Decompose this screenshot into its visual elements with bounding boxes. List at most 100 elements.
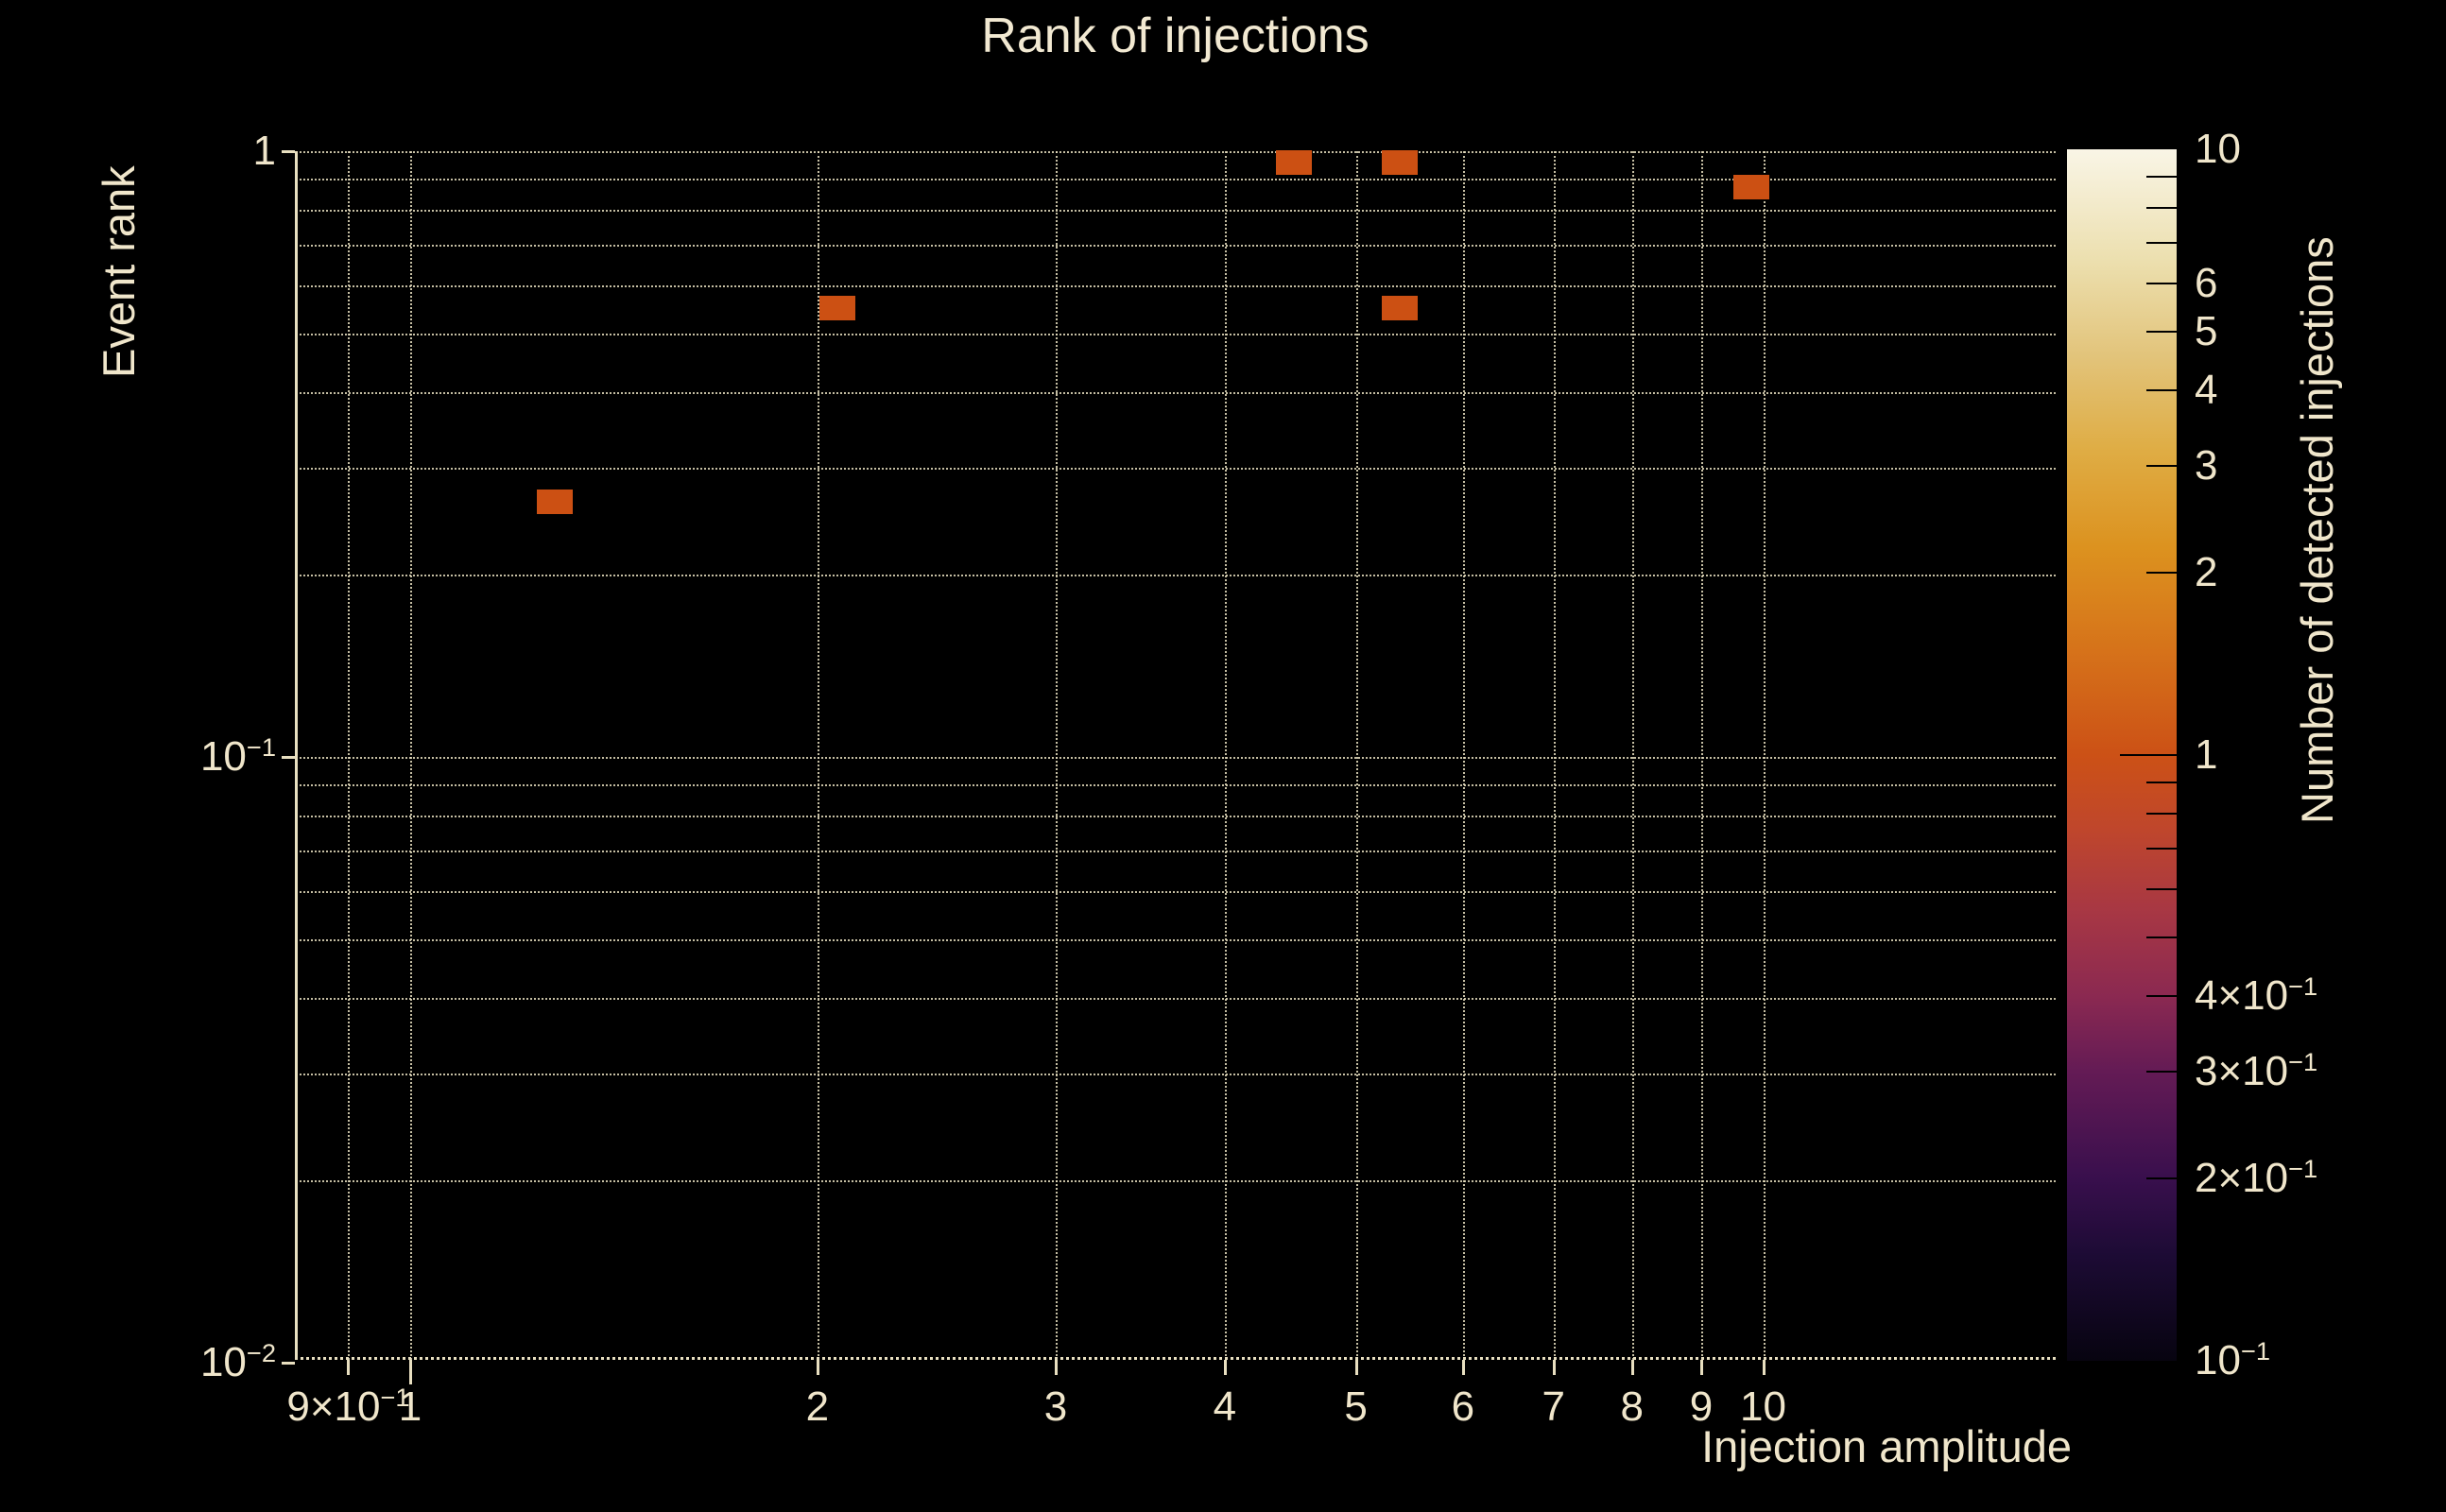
x-gridline xyxy=(1355,151,1358,1360)
x-tick-label: 9×10−1 xyxy=(286,1383,409,1431)
plot-area xyxy=(295,151,2056,1360)
x-tick-mark xyxy=(409,1360,412,1384)
x-tick-mark xyxy=(1552,1360,1556,1375)
bin-rect xyxy=(1276,150,1313,176)
tick-label-text: 10 xyxy=(2195,1337,2241,1383)
y-gridline xyxy=(295,938,2056,941)
tick-label-text: 9×10 xyxy=(286,1383,381,1430)
x-tick-label: 2 xyxy=(806,1383,829,1431)
x-tick-mark xyxy=(1354,1360,1358,1375)
y-gridline xyxy=(295,757,2056,759)
x-tick-label: 3 xyxy=(1044,1383,1067,1431)
bin-rect xyxy=(537,489,574,514)
x-tick-mark xyxy=(1762,1360,1766,1375)
y-tick-label: 10−1 xyxy=(200,732,276,781)
y-gridline xyxy=(295,816,2056,818)
x-tick-label: 7 xyxy=(1542,1383,1565,1431)
y-gridline xyxy=(295,1074,2056,1076)
x-gridline xyxy=(1224,151,1227,1360)
x-tick-mark xyxy=(1054,1360,1058,1375)
x-gridline xyxy=(410,151,412,1360)
tick-label-text: 10 xyxy=(1740,1383,1786,1430)
tick-label-text: 3 xyxy=(2195,442,2218,490)
bin-rect xyxy=(1732,174,1769,199)
colorbar-minor-tick xyxy=(2146,176,2177,179)
x-gridline xyxy=(1631,151,1634,1360)
y-gridline xyxy=(295,891,2056,894)
colorbar-minor-tick xyxy=(2146,782,2177,784)
y-tick-label: 1 xyxy=(253,128,276,175)
colorbar-tick-label: 1 xyxy=(2195,731,2217,779)
y-gridline xyxy=(295,392,2056,395)
colorbar-minor-tick xyxy=(2146,888,2177,891)
tick-label-text: 2 xyxy=(2195,549,2218,596)
tick-label-exponent: −2 xyxy=(246,1338,276,1367)
colorbar-minor-tick xyxy=(2146,242,2177,245)
tick-label-exponent: −1 xyxy=(2288,1154,2318,1184)
x-tick-label: 4 xyxy=(1214,1383,1236,1431)
colorbar-minor-tick xyxy=(2146,1071,2177,1074)
y-gridline xyxy=(295,998,2056,1001)
tick-label-text: 8 xyxy=(1620,1383,1645,1430)
x-gridline xyxy=(1055,151,1058,1360)
x-axis-label: Injection amplitude xyxy=(1701,1421,2072,1471)
colorbar-minor-tick xyxy=(2146,465,2177,468)
tick-label-text: 10 xyxy=(199,1339,247,1385)
colorbar-tick-label: 10 xyxy=(2195,126,2241,173)
colorbar-minor-tick xyxy=(2146,283,2177,285)
tick-label-text: 4×10 xyxy=(2195,972,2289,1020)
tick-label-text: 1 xyxy=(2195,731,2218,778)
x-tick-mark xyxy=(1699,1360,1703,1375)
colorbar-minor-tick xyxy=(2146,848,2177,850)
y-tick-label: 10−2 xyxy=(199,1338,276,1386)
tick-label-text: 2×10 xyxy=(2195,1155,2289,1202)
x-tick-label: 1 xyxy=(399,1383,422,1431)
tick-label-text: 1 xyxy=(398,1383,422,1430)
y-gridline xyxy=(295,1180,2056,1183)
y-gridline xyxy=(295,333,2056,335)
tick-label-text: 10 xyxy=(2195,126,2241,172)
y-gridline xyxy=(295,245,2056,248)
tick-label-text: 3×10 xyxy=(2195,1048,2289,1095)
colorbar-tick-label: 5 xyxy=(2195,308,2217,355)
y-gridline xyxy=(295,285,2056,288)
tick-label-text: 5 xyxy=(2195,307,2218,354)
x-gridline xyxy=(1553,151,1556,1360)
colorbar-tick-label: 4×10−1 xyxy=(2195,971,2317,1020)
x-gridline xyxy=(1700,151,1703,1360)
tick-label-text: 6 xyxy=(2195,260,2218,307)
x-tick-label: 6 xyxy=(1452,1383,1474,1431)
y-tick-mark xyxy=(282,756,295,759)
colorbar-minor-tick xyxy=(2146,936,2177,938)
y-axis-label: Event rank xyxy=(94,165,144,378)
y-gridline xyxy=(295,151,2056,153)
colorbar-label: Number of detected injections xyxy=(2292,236,2342,824)
y-gridline xyxy=(295,179,2056,181)
colorbar-tick-label: 2×10−1 xyxy=(2195,1154,2318,1202)
colorbar-minor-tick xyxy=(2146,813,2177,816)
y-tick-mark xyxy=(282,1362,295,1365)
colorbar-tick-label: 2 xyxy=(2195,549,2217,596)
tick-label-text: 2 xyxy=(805,1383,830,1430)
tick-label-text: 6 xyxy=(1451,1383,1475,1430)
x-gridline xyxy=(1763,151,1766,1360)
chart-title: Rank of injections xyxy=(981,9,1369,63)
tick-label-exponent: −1 xyxy=(380,1383,410,1412)
y-gridline xyxy=(295,784,2056,787)
y-gridline xyxy=(295,210,2056,213)
colorbar-tick-label: 3×10−1 xyxy=(2195,1047,2317,1095)
tick-label-text: 1 xyxy=(252,128,276,174)
tick-label-text: 4 xyxy=(1213,1383,1237,1430)
colorbar-tick-label: 10−1 xyxy=(2195,1336,2271,1384)
y-gridline xyxy=(295,850,2056,853)
tick-label-exponent: −1 xyxy=(2240,1336,2271,1366)
colorbar-minor-tick xyxy=(2146,389,2177,392)
colorbar-minor-tick xyxy=(2146,330,2177,333)
tick-label-text: 7 xyxy=(1542,1383,1565,1430)
x-gridline xyxy=(817,151,819,1360)
x-tick-mark xyxy=(1461,1360,1465,1375)
colorbar-minor-tick xyxy=(2146,572,2177,575)
colorbar-tick-label: 4 xyxy=(2195,367,2217,414)
x-tick-mark xyxy=(1630,1360,1634,1375)
